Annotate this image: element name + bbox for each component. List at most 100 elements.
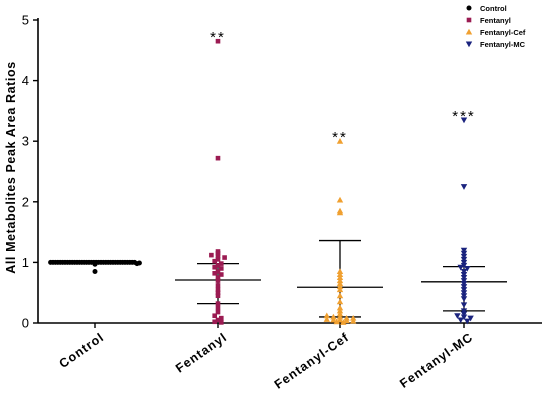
data-point-fentanyl: [215, 155, 221, 161]
data-points: [48, 38, 474, 325]
legend-marker-control: [466, 5, 472, 11]
data-point-fentanyl: [212, 319, 217, 325]
data-point-fentanyl: [215, 278, 221, 283]
data-point-fentanyl-cef: [336, 292, 344, 299]
data-point-fentanyl: [219, 272, 224, 277]
data-point-fentanyl-cef: [336, 274, 344, 281]
data-point-fentanyl-cef: [336, 298, 344, 305]
y-tick-label: 5: [22, 13, 29, 28]
data-point-fentanyl: [222, 255, 227, 260]
legend-label: Fentanyl-Cef: [480, 28, 526, 37]
data-point-fentanyl-mc: [460, 278, 468, 284]
data-point-fentanyl-mc: [460, 284, 468, 290]
legend-label: Control: [480, 4, 507, 13]
data-point-fentanyl-cef: [350, 317, 357, 324]
data-point-fentanyl-mc: [460, 302, 468, 309]
legend-label: Fentanyl-MC: [480, 40, 526, 49]
data-point-fentanyl-mc: [460, 290, 468, 296]
data-point-fentanyl: [215, 283, 221, 288]
data-point-fentanyl: [215, 287, 221, 292]
data-point-fentanyl-cef: [336, 304, 344, 311]
data-point-fentanyl-mc: [457, 317, 464, 324]
data-point-fentanyl-cef: [336, 277, 344, 284]
data-point-fentanyl-mc: [460, 253, 468, 260]
data-point-fentanyl-mc: [460, 308, 468, 315]
data-point-fentanyl: [219, 320, 224, 325]
data-point-control: [92, 268, 98, 274]
data-point-fentanyl-mc: [460, 275, 468, 281]
data-point-fentanyl-mc: [460, 117, 468, 124]
data-point-fentanyl-mc: [457, 264, 464, 271]
x-category-label: Control: [57, 330, 107, 371]
data-point-fentanyl-mc: [460, 250, 468, 257]
data-point-fentanyl-cef: [336, 310, 344, 317]
data-point-fentanyl-cef: [343, 314, 350, 321]
data-point-fentanyl: [215, 309, 221, 315]
data-point-fentanyl: [215, 249, 221, 254]
data-point-fentanyl-cef: [336, 271, 344, 278]
data-point-fentanyl-cef: [336, 307, 344, 314]
data-point-fentanyl: [212, 313, 217, 319]
data-point-fentanyl: [215, 293, 221, 299]
data-point-fentanyl-mc: [460, 247, 468, 254]
data-point-fentanyl-mc: [460, 259, 468, 266]
mean-sd-bars: [55, 239, 507, 318]
data-point-fentanyl-mc: [460, 287, 468, 293]
data-point-fentanyl-cef: [336, 316, 344, 323]
x-category-label: Fentanyl-Cef: [272, 330, 352, 392]
x-category-label: Fentanyl: [173, 330, 230, 376]
x-category-label: Fentanyl-MC: [397, 330, 475, 391]
data-point-fentanyl-mc: [460, 272, 468, 278]
data-point-fentanyl-cef: [330, 313, 337, 320]
data-point-fentanyl-cef: [336, 207, 344, 214]
data-point-fentanyl: [215, 305, 221, 311]
data-point-fentanyl: [215, 301, 221, 306]
axes: 0 1 2 3 4 5 Control Fentanyl Fentanyl-Cef Fentany…: [4, 13, 542, 392]
significance-label: **: [332, 129, 348, 146]
legend: Control Fentanyl Fentanyl-Cef Fentanyl-MC: [465, 4, 526, 49]
data-point-fentanyl-mc: [460, 262, 468, 269]
data-point-fentanyl-cef: [336, 283, 344, 290]
data-point-fentanyl: [212, 258, 217, 264]
data-point-fentanyl-mc: [460, 314, 468, 321]
significance-label: ***: [452, 108, 476, 125]
data-point-fentanyl: [212, 264, 217, 270]
data-point-fentanyl-mc: [460, 311, 468, 318]
data-point-fentanyl-mc: [464, 318, 471, 325]
data-point-fentanyl-mc: [460, 256, 468, 263]
data-point-fentanyl-cef: [330, 316, 337, 323]
y-axis-title: All Metabolites Peak Area Ratios: [4, 61, 18, 274]
data-point-fentanyl-cef: [336, 280, 344, 287]
y-tick-label: 3: [22, 134, 29, 149]
data-point-fentanyl-cef: [333, 318, 340, 325]
y-tick-label: 2: [22, 194, 29, 209]
y-tick-label: 1: [22, 255, 29, 270]
data-point-fentanyl-mc: [460, 184, 468, 190]
data-point-fentanyl-cef: [336, 313, 344, 320]
data-point-fentanyl: [219, 315, 224, 321]
data-point-fentanyl-mc: [460, 281, 468, 287]
data-point-fentanyl: [219, 266, 224, 271]
data-point-fentanyl-mc: [464, 265, 471, 272]
legend-marker-fentanyl-mc: [465, 41, 473, 48]
data-point-fentanyl: [212, 271, 217, 276]
legend-label: Fentanyl: [480, 16, 511, 25]
data-point-fentanyl-cef: [350, 314, 357, 321]
data-point-fentanyl: [215, 38, 221, 44]
data-point-fentanyl: [219, 261, 224, 266]
data-point-control: [136, 260, 142, 266]
legend-marker-fentanyl: [466, 17, 472, 23]
data-point-fentanyl-mc: [460, 296, 468, 302]
y-tick-label: 4: [22, 73, 29, 88]
data-point-fentanyl: [215, 275, 221, 280]
data-point-fentanyl-cef: [323, 316, 330, 322]
significance-marks: *******: [210, 29, 476, 146]
legend-marker-fentanyl-cef: [465, 28, 473, 35]
y-tick-label: 0: [22, 316, 29, 331]
data-point-fentanyl: [215, 317, 221, 323]
data-point-fentanyl: [215, 257, 221, 262]
data-point-fentanyl: [215, 263, 221, 268]
data-point-fentanyl-cef: [323, 312, 330, 319]
data-point-fentanyl: [215, 290, 221, 295]
data-point-fentanyl-mc: [467, 315, 474, 322]
